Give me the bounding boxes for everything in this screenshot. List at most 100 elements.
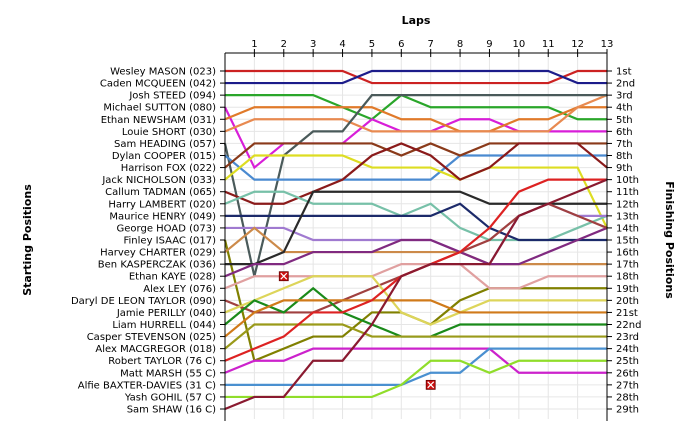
starting-position-label: Alex MACGREGOR (018): [95, 344, 216, 355]
starting-position-label: Daryl DE LEON TAYLOR (090): [71, 296, 216, 307]
finishing-position-label: 7th: [616, 139, 633, 150]
finishing-position-label: 29th: [616, 405, 639, 416]
finishing-position-label: 9th: [616, 163, 633, 174]
starting-position-label: Robert TAYLOR (76 C): [108, 356, 216, 367]
series-line: [224, 299, 607, 338]
finishing-position-label: 23rd: [616, 332, 639, 343]
finishing-position-label: 26th: [616, 368, 639, 379]
starting-position-label: Dylan COOPER (015): [112, 151, 216, 162]
finishing-position-label: 12th: [616, 199, 639, 210]
retirement-markers: [278, 271, 436, 390]
finishing-position-label: 10th: [616, 175, 639, 186]
finishing-position-label: 13th: [616, 211, 639, 222]
series-line: [225, 190, 607, 266]
series-line: [224, 323, 607, 350]
series-line: [224, 154, 608, 229]
finishing-position-label: 6th: [616, 127, 633, 138]
series-line: [224, 142, 608, 205]
starting-position-label: Callum TADMAN (065): [105, 187, 216, 198]
y-axis-label-left: Starting Positions: [21, 184, 34, 296]
finishing-position-label: 25th: [616, 356, 639, 367]
series-line: [224, 226, 608, 278]
starting-position-label: Josh STEED (094): [128, 91, 216, 102]
chart-title: Laps: [402, 14, 431, 27]
x-tick-label: 3: [310, 39, 316, 50]
x-tick-label: 5: [369, 39, 375, 50]
finishing-position-label: 5th: [616, 115, 633, 126]
series-line: [224, 275, 607, 326]
series-line: [224, 106, 607, 133]
x-tick-label: 13: [601, 39, 614, 50]
x-tick-label: 12: [571, 39, 584, 50]
starting-position-label: Ethan KAYE (028): [129, 272, 216, 283]
finishing-position-label: 27th: [616, 380, 639, 391]
starting-position-label: Yash GOHIL (57 C): [124, 392, 216, 403]
starting-position-label: Alex LEY (076): [143, 284, 216, 295]
starting-position-label: Alfie BAXTER-DAVIES (31 C): [78, 380, 216, 391]
x-tick-label: 4: [339, 39, 345, 50]
x-tick-label: 1: [251, 39, 257, 50]
finishing-position-label: 17th: [616, 260, 639, 271]
starting-position-label: Sam HEADING (057): [114, 139, 216, 150]
series-line: [225, 359, 607, 399]
starting-position-label: Ben KASPERCZAK (036): [98, 260, 216, 271]
starting-position-label: Harry LAMBERT (020): [108, 199, 216, 210]
x-tick-label: 8: [457, 39, 463, 50]
starting-position-label: Ethan NEWSHAM (031): [101, 115, 216, 126]
finishing-position-label: 21st: [616, 308, 638, 319]
finishing-position-label: 8th: [616, 151, 633, 162]
retirement-marker-cross: [280, 272, 288, 280]
starting-position-label: Matt MARSH (55 C): [120, 368, 216, 379]
starting-position-label: Liam HURRELL (044): [112, 320, 216, 331]
series-line: [225, 69, 607, 85]
finishing-position-label: 3rd: [616, 91, 633, 102]
starting-position-label: Maurice HENRY (049): [109, 211, 216, 222]
finishing-position-label: 20th: [616, 296, 639, 307]
finishing-position-label: 18th: [616, 272, 639, 283]
starting-position-label: Sam SHAW (16 C): [127, 405, 216, 416]
starting-position-label: Harvey CHARTER (029): [100, 248, 216, 259]
starting-position-label: Louie SHORT (030): [122, 127, 216, 138]
starting-position-label: Casper STEVENSON (025): [87, 332, 216, 343]
finishing-position-label: 22nd: [616, 320, 641, 331]
series-line: [225, 202, 607, 242]
finishing-position-label: 15th: [616, 236, 639, 247]
x-tick-label: 9: [486, 39, 492, 50]
starting-position-label: Harrison FOX (022): [121, 163, 216, 174]
series-line: [224, 178, 608, 411]
starting-position-label: Jamie PERILLY (040): [116, 308, 216, 319]
starting-position-label: Caden MCQUEEN (042): [100, 79, 216, 90]
finishing-position-label: 19th: [616, 284, 639, 295]
series-line: [224, 94, 608, 133]
starting-position-label: Wesley MASON (023): [110, 67, 216, 78]
finishing-position-label: 14th: [616, 223, 639, 234]
series-line: [224, 154, 607, 181]
starting-position-label: Michael SUTTON (080): [103, 103, 216, 114]
x-tick-label: 6: [398, 39, 404, 50]
starting-position-label: George HOAD (073): [117, 223, 217, 234]
finishing-position-label: 16th: [616, 248, 639, 259]
finishing-position-label: 11th: [616, 187, 639, 198]
series-line: [225, 93, 607, 121]
finishing-position-label: 4th: [616, 103, 633, 114]
finishing-position-label: 1st: [616, 67, 632, 78]
x-tick-label: 11: [542, 39, 555, 50]
y-axis-label-right: Finishing Positions: [663, 181, 676, 299]
x-tick-label: 7: [428, 39, 434, 50]
series-line: [224, 226, 607, 266]
starting-position-label: Finley ISAAC (017): [124, 236, 217, 247]
finishing-position-label: 2nd: [616, 79, 635, 90]
retirement-marker-cross: [427, 381, 435, 389]
series-line: [225, 347, 607, 386]
starting-position-label: Jack NICHOLSON (033): [101, 175, 216, 186]
x-tick-label: 10: [512, 39, 525, 50]
series-line: [224, 347, 607, 374]
x-tick-label: 2: [281, 39, 287, 50]
series-line: [223, 94, 607, 277]
series-line: [225, 69, 607, 85]
finishing-position-label: 24th: [616, 344, 639, 355]
